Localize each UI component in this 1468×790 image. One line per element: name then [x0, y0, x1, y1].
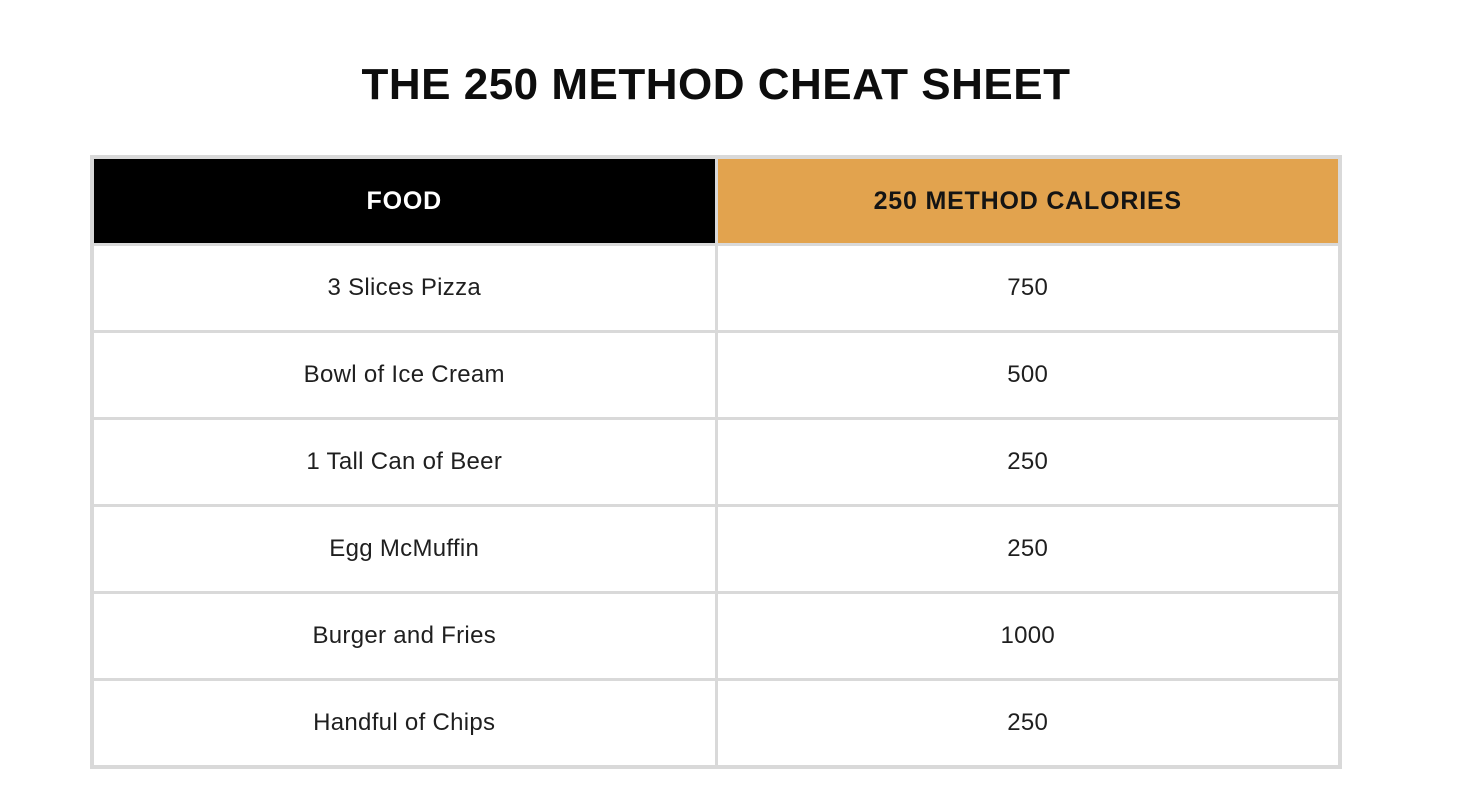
- table-header-food: FOOD: [90, 155, 718, 246]
- table-header: FOOD 250 METHOD CALORIES: [90, 155, 1342, 246]
- food-cell: Egg McMuffin: [90, 504, 718, 594]
- table-row: Bowl of Ice Cream 500: [90, 330, 1342, 420]
- table-row: 3 Slices Pizza 750: [90, 243, 1342, 333]
- food-cell: Handful of Chips: [90, 678, 718, 769]
- table-row: Handful of Chips 250: [90, 678, 1342, 769]
- calories-cell: 1000: [714, 591, 1342, 681]
- page-title: THE 250 METHOD CHEAT SHEET: [361, 60, 1071, 109]
- food-cell: Bowl of Ice Cream: [90, 330, 718, 420]
- table-body: 3 Slices Pizza 750 Bowl of Ice Cream 500…: [90, 243, 1342, 769]
- calories-cell: 500: [714, 330, 1342, 420]
- calories-cell: 250: [714, 417, 1342, 507]
- food-cell: 1 Tall Can of Beer: [90, 417, 718, 507]
- food-cell: 3 Slices Pizza: [90, 243, 718, 333]
- table-header-calories: 250 METHOD CALORIES: [714, 155, 1342, 246]
- calories-cell: 250: [714, 504, 1342, 594]
- calories-cell: 250: [714, 678, 1342, 769]
- table-header-row: FOOD 250 METHOD CALORIES: [90, 155, 1342, 246]
- calories-cell: 750: [714, 243, 1342, 333]
- table-row: 1 Tall Can of Beer 250: [90, 417, 1342, 507]
- table-row: Burger and Fries 1000: [90, 591, 1342, 681]
- food-cell: Burger and Fries: [90, 591, 718, 681]
- calorie-table: FOOD 250 METHOD CALORIES 3 Slices Pizza …: [90, 155, 1342, 769]
- table-row: Egg McMuffin 250: [90, 504, 1342, 594]
